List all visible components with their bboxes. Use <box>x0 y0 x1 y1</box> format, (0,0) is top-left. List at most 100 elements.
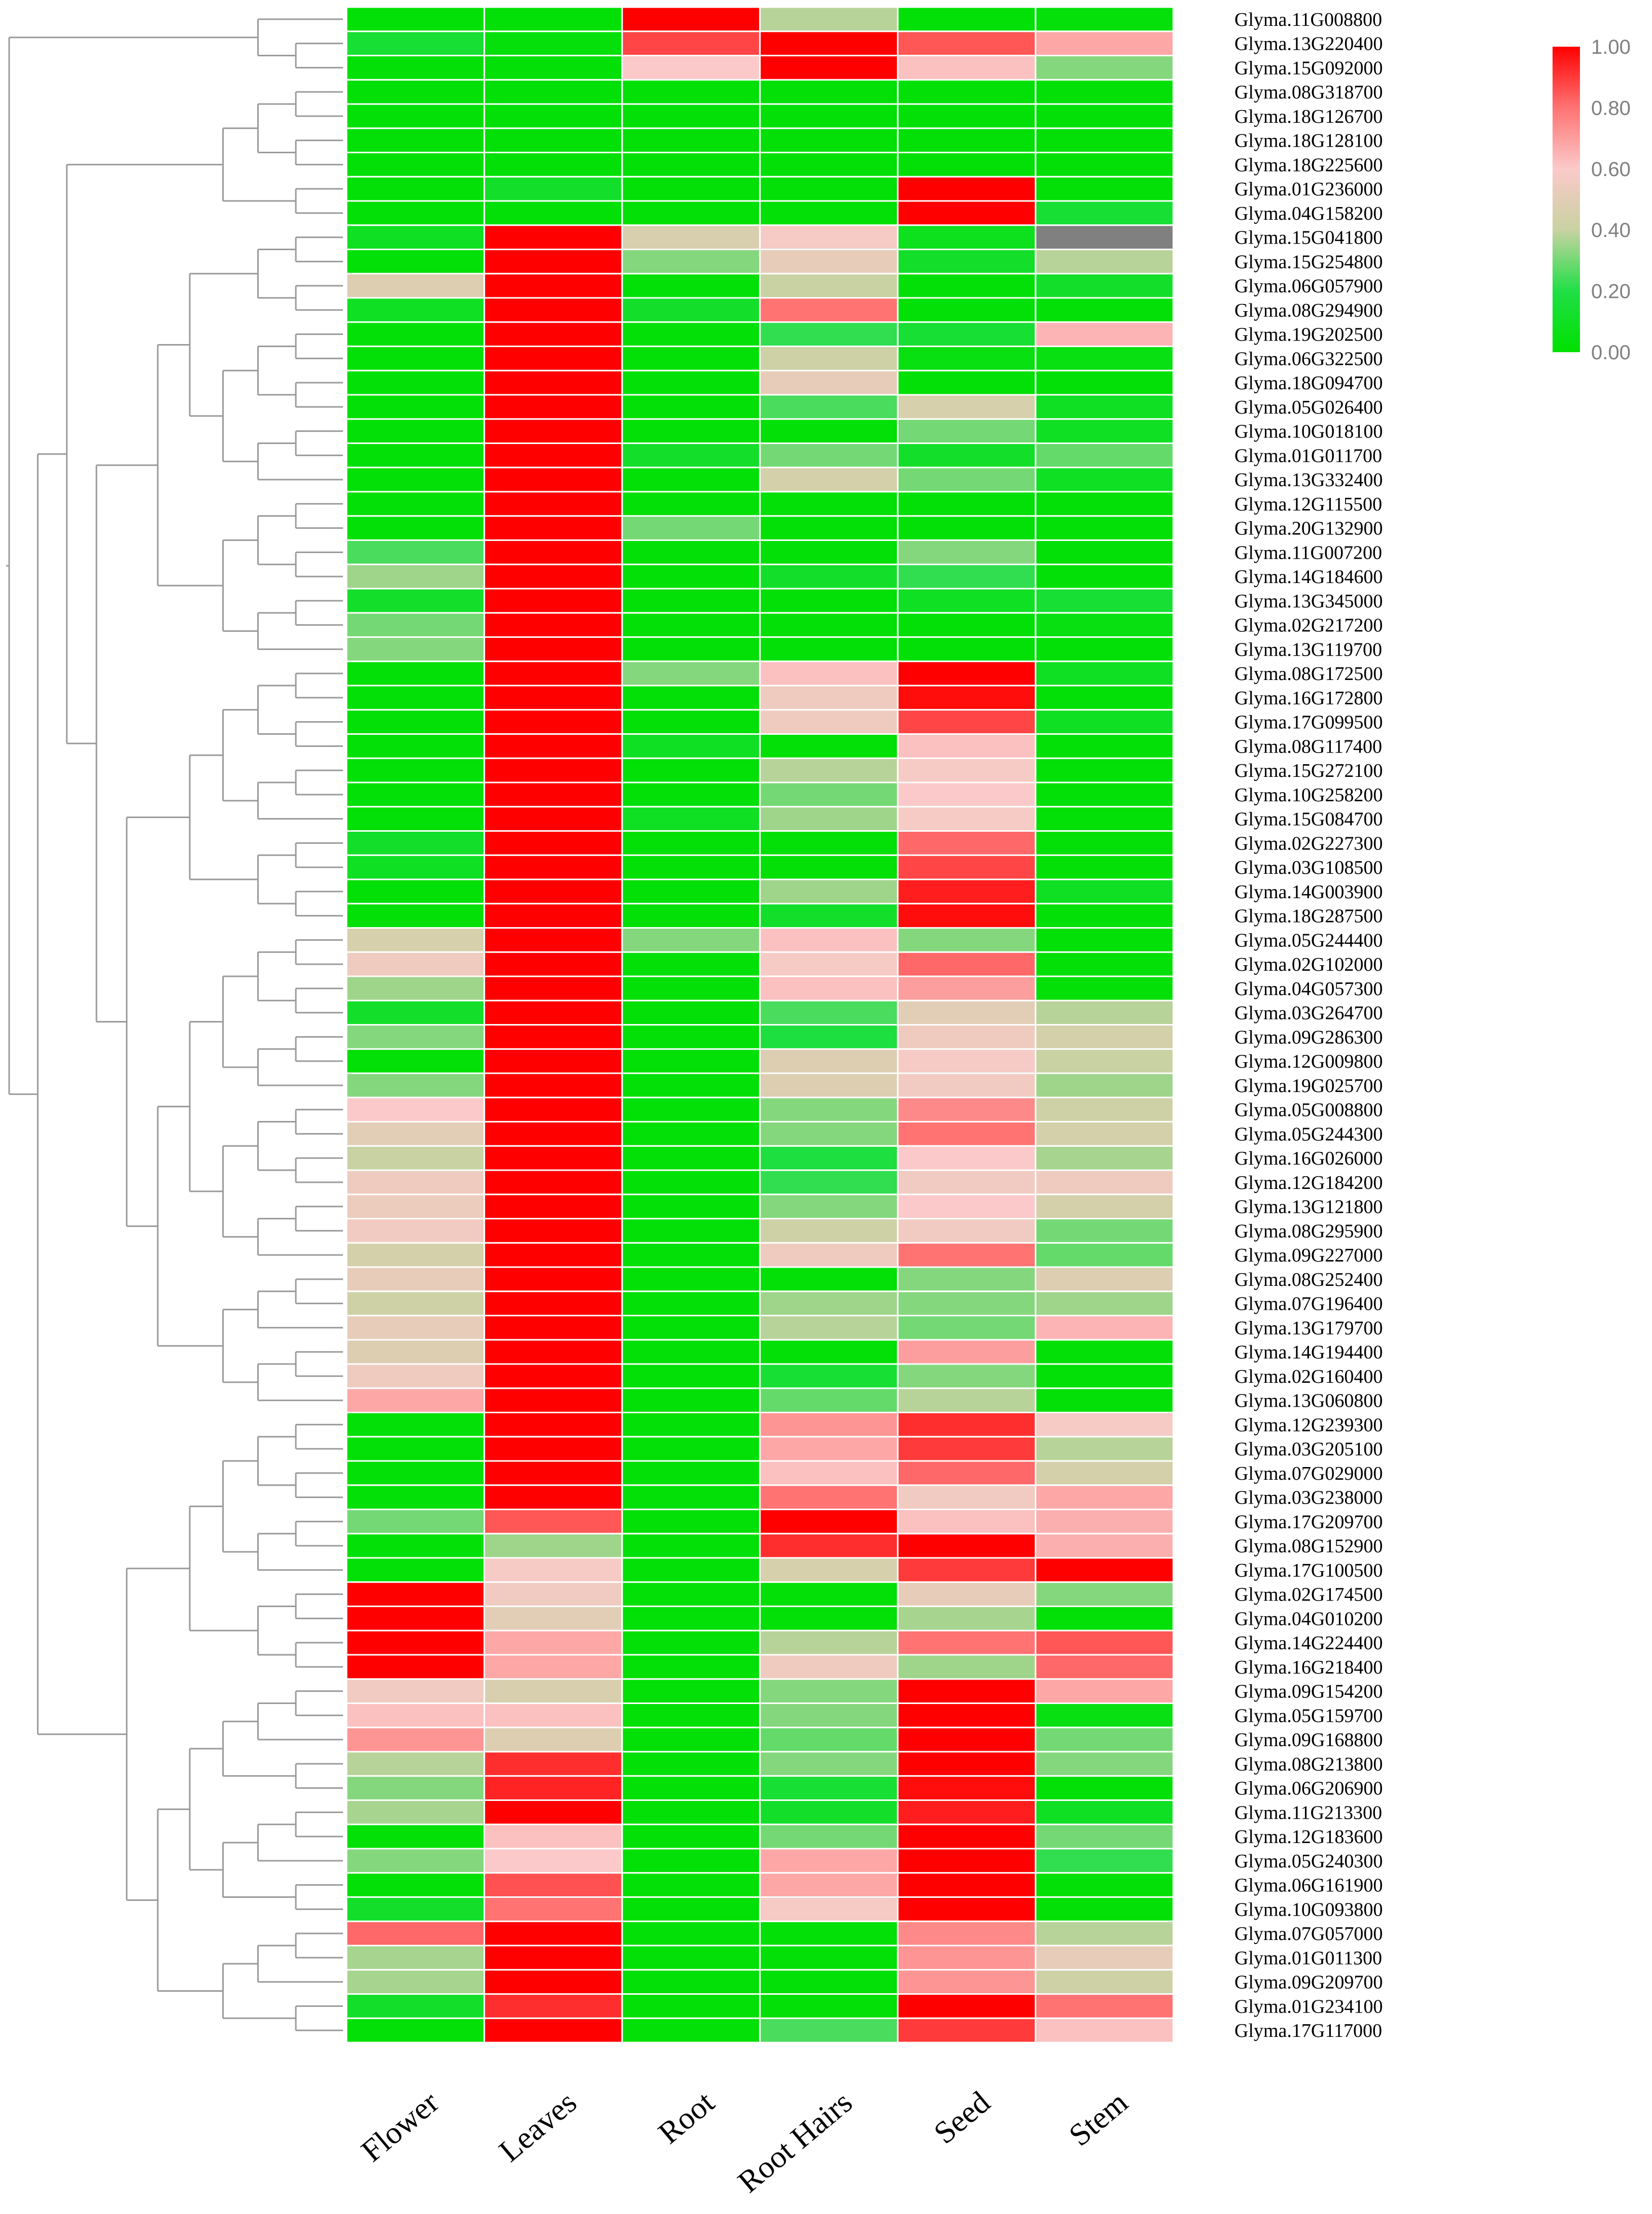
heatmap-cell <box>897 1460 1037 1486</box>
heatmap-cell <box>1035 1823 1175 1850</box>
heatmap-cell <box>484 152 623 178</box>
heatmap-cell <box>484 1678 623 1705</box>
heatmap-cell <box>759 1872 899 1898</box>
row-labels: Glyma.11G008800Glyma.13G220400Glyma.15G0… <box>1234 9 1383 2041</box>
heatmap-cell <box>759 1678 899 1705</box>
heatmap-cell <box>1035 1121 1175 1147</box>
heatmap-cell <box>484 1072 623 1099</box>
heatmap-cell <box>1035 297 1175 323</box>
heatmap-cell <box>484 1775 623 1801</box>
heatmap-cell <box>484 346 623 371</box>
heatmap-cell <box>759 1606 899 1631</box>
row-label: Glyma.03G238000 <box>1234 1487 1383 1509</box>
heatmap-cell <box>897 321 1037 348</box>
heatmap-cell <box>621 1993 761 2019</box>
heatmap-cell <box>897 418 1037 445</box>
heatmap-cell <box>1035 394 1175 420</box>
heatmap-cell <box>621 1896 761 1922</box>
heatmap-cell <box>346 927 486 953</box>
heatmap-cell <box>484 1315 623 1341</box>
heatmap-cell <box>1035 418 1175 445</box>
heatmap-cell <box>346 1339 486 1365</box>
heatmap-cell <box>621 878 761 905</box>
heatmap-cell <box>484 1751 623 1777</box>
heatmap-cell <box>759 733 899 759</box>
heatmap-cell <box>484 1606 623 1631</box>
heatmap-cell <box>346 127 486 154</box>
row-label: Glyma.05G026400 <box>1234 397 1383 418</box>
heatmap-cell <box>346 1048 486 1074</box>
heatmap-cell <box>621 1436 761 1462</box>
row-label: Glyma.06G057900 <box>1234 276 1383 297</box>
color-scale-tick-label: 0.80 <box>1591 97 1631 119</box>
heatmap-cell <box>621 1775 761 1801</box>
heatmap-cell <box>346 491 486 517</box>
heatmap-cell <box>346 1290 486 1317</box>
row-label: Glyma.06G322500 <box>1234 348 1383 369</box>
heatmap-cell <box>897 6 1037 32</box>
heatmap-cell <box>621 103 761 129</box>
heatmap-cell <box>346 1654 486 1680</box>
row-label: Glyma.20G132900 <box>1234 518 1383 539</box>
heatmap-cell <box>484 1726 623 1753</box>
heatmap-cell <box>484 975 623 1002</box>
row-label: Glyma.14G194400 <box>1234 1342 1383 1363</box>
heatmap-cell <box>1035 1654 1175 1680</box>
heatmap-cell <box>484 1145 623 1171</box>
row-label: Glyma.11G008800 <box>1234 9 1382 30</box>
heatmap-cell <box>759 346 899 371</box>
row-label: Glyma.08G252400 <box>1234 1269 1383 1290</box>
row-label: Glyma.09G286300 <box>1234 1027 1383 1048</box>
heatmap-cell <box>1035 1048 1175 1074</box>
heatmap-cell <box>897 79 1037 105</box>
row-label: Glyma.10G018100 <box>1234 421 1383 442</box>
heatmap-cell <box>346 1315 486 1341</box>
heatmap-cell <box>621 1969 761 1995</box>
heatmap-cell <box>346 903 486 929</box>
heatmap-cell <box>1035 612 1175 638</box>
heatmap-cell <box>621 927 761 953</box>
heatmap-cell <box>897 1048 1037 1074</box>
heatmap-cell <box>346 1872 486 1898</box>
heatmap-cell <box>1035 1412 1175 1438</box>
heatmap-cell <box>897 1121 1037 1147</box>
heatmap-cell <box>621 515 761 541</box>
row-label: Glyma.12G009800 <box>1234 1051 1383 1072</box>
heatmap-cell <box>1035 466 1175 493</box>
heatmap-cell <box>759 1484 899 1511</box>
heatmap-cell <box>759 1121 899 1147</box>
heatmap-cell <box>1035 1242 1175 1268</box>
heatmap-cell <box>484 1339 623 1365</box>
heatmap-cell <box>897 563 1037 590</box>
row-label: Glyma.12G115500 <box>1234 494 1382 515</box>
heatmap-cell <box>759 975 899 1002</box>
heatmap-cell <box>759 1654 899 1680</box>
heatmap-cell <box>621 79 761 105</box>
heatmap-cell <box>1035 539 1175 565</box>
heatmap-cell <box>621 1484 761 1511</box>
heatmap-cell <box>346 1532 486 1559</box>
heatmap-cell <box>484 1460 623 1486</box>
heatmap-cell <box>1035 369 1175 396</box>
heatmap-cell <box>897 1315 1037 1341</box>
heatmap-cell <box>621 1629 761 1656</box>
heatmap-cell <box>621 1290 761 1317</box>
row-label: Glyma.08G213800 <box>1234 1754 1383 1775</box>
heatmap-cell <box>759 903 899 929</box>
column-label: Flower <box>355 2085 446 2168</box>
heatmap-cell <box>1035 1290 1175 1317</box>
heatmap-cell <box>759 515 899 541</box>
heatmap-cell <box>484 6 623 32</box>
heatmap-cell <box>897 1194 1037 1220</box>
heatmap-cell <box>621 636 761 662</box>
heatmap-cell <box>1035 1387 1175 1414</box>
heatmap-cell <box>346 1436 486 1462</box>
heatmap-cell <box>759 1194 899 1220</box>
row-label: Glyma.06G161900 <box>1234 1875 1383 1896</box>
heatmap-cell <box>484 297 623 323</box>
heatmap-cell <box>346 1993 486 2019</box>
heatmap-cell <box>346 55 486 81</box>
heatmap-cell <box>621 1412 761 1438</box>
heatmap-cell <box>621 273 761 299</box>
heatmap-cell <box>759 1024 899 1050</box>
